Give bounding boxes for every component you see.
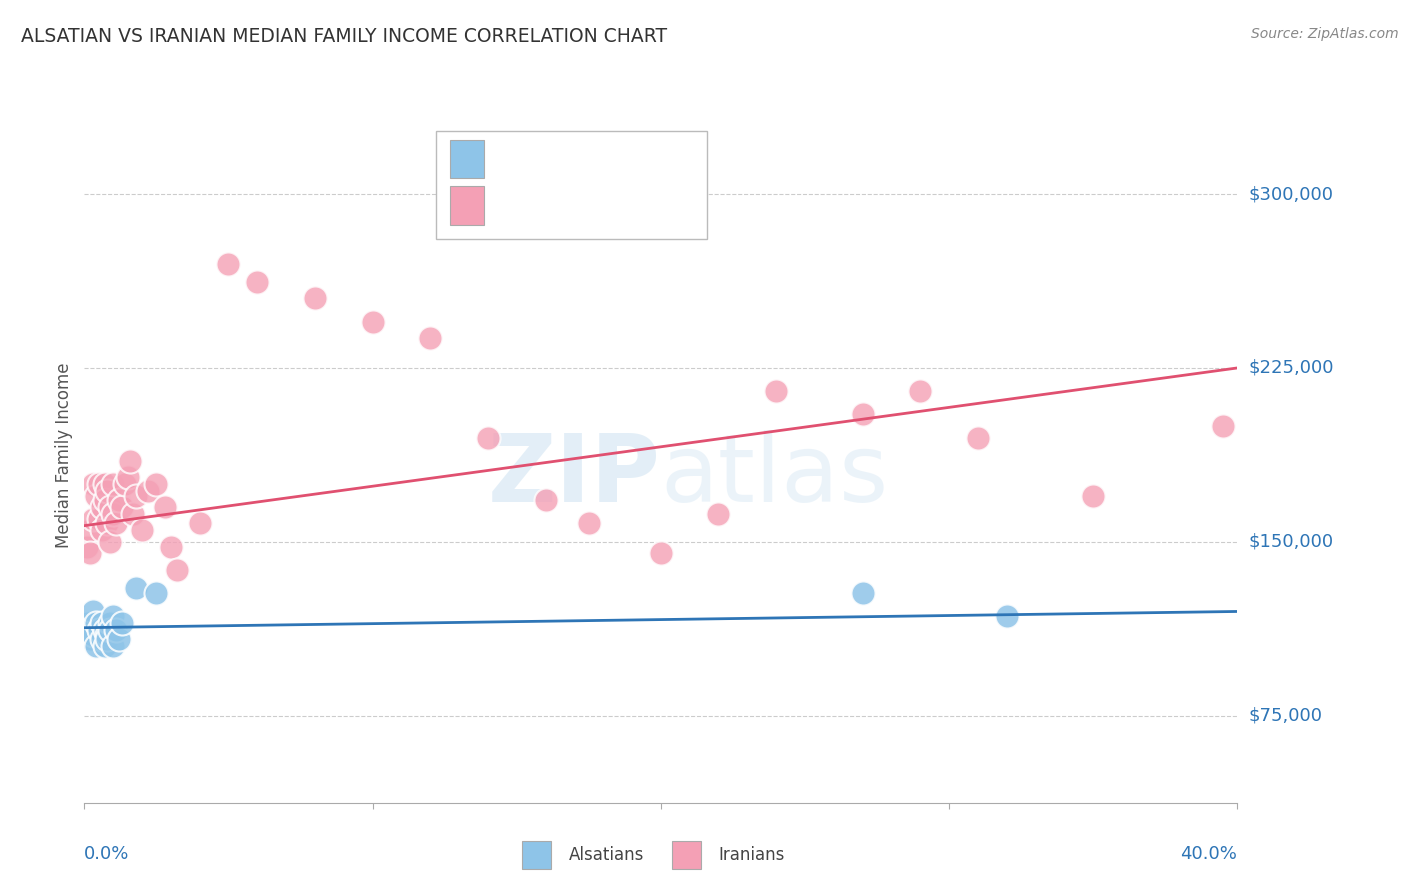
Point [111,615,134,630]
Point [650,546,672,561]
Point [90,615,112,630]
Point [98,623,121,637]
Point [120,453,142,467]
Point [84,615,107,630]
Text: R = 0.286   N = 49: R = 0.286 N = 49 [498,196,655,214]
Point [995,609,1018,624]
Point [93,493,115,508]
FancyBboxPatch shape [450,186,485,225]
Point [90,500,112,514]
FancyBboxPatch shape [450,140,485,178]
Point [188,516,211,531]
Point [76,615,98,630]
Point [534,493,557,508]
Point [166,563,188,577]
Point [93,639,115,653]
Point [578,516,600,531]
Text: $225,000: $225,000 [1249,359,1334,377]
Text: $300,000: $300,000 [1249,185,1333,203]
Point [82,511,104,525]
Text: $150,000: $150,000 [1249,533,1333,551]
Point [852,407,875,422]
Text: Source: ZipAtlas.com: Source: ZipAtlas.com [1251,27,1399,41]
Point [111,500,134,514]
Point [105,516,128,531]
Point [87,511,110,525]
Point [852,586,875,600]
Point [84,489,107,503]
Text: atlas: atlas [661,430,889,522]
Point [1212,419,1234,434]
Text: 40.0%: 40.0% [1181,845,1237,863]
Text: Iranians: Iranians [718,846,785,864]
Point [304,291,326,305]
Point [96,628,118,642]
Point [98,500,121,514]
Text: ALSATIAN VS IRANIAN MEDIAN FAMILY INCOME CORRELATION CHART: ALSATIAN VS IRANIAN MEDIAN FAMILY INCOME… [21,27,668,45]
Text: R = 0.037   N = 24: R = 0.037 N = 24 [498,150,655,168]
Point [125,489,148,503]
Point [136,483,159,498]
Point [82,605,104,619]
Point [765,384,787,398]
Point [125,582,148,596]
Text: ZIP: ZIP [488,430,661,522]
Point [108,493,131,508]
Point [217,257,239,271]
Point [477,431,499,445]
Point [246,275,269,289]
Point [96,483,118,498]
Text: 0.0%: 0.0% [84,845,129,863]
Point [93,623,115,637]
Point [76,540,98,554]
Point [79,523,101,537]
Point [131,523,153,537]
Point [79,632,101,647]
FancyBboxPatch shape [523,841,551,869]
Point [93,476,115,491]
Point [98,615,121,630]
Point [103,476,124,491]
Point [79,546,101,561]
Point [145,476,167,491]
Point [96,632,118,647]
Point [122,507,145,521]
Point [103,639,124,653]
Point [105,623,128,637]
Point [103,609,124,624]
Point [908,384,931,398]
Point [707,507,730,521]
Point [967,431,990,445]
Point [153,500,176,514]
Text: Alsatians: Alsatians [568,846,644,864]
Y-axis label: Median Family Income: Median Family Income [55,362,73,548]
Point [87,476,110,491]
Point [361,315,384,329]
Point [117,470,139,484]
Point [96,516,118,531]
FancyBboxPatch shape [436,131,707,239]
FancyBboxPatch shape [672,841,702,869]
Text: $75,000: $75,000 [1249,706,1323,725]
Point [90,632,112,647]
Point [419,331,441,345]
Point [82,628,104,642]
Point [1081,489,1104,503]
Point [82,476,104,491]
Point [114,476,136,491]
Point [108,632,131,647]
Point [90,523,112,537]
Point [98,534,121,549]
Point [160,540,183,554]
Point [87,623,110,637]
Point [103,507,124,521]
Point [145,586,167,600]
Point [84,639,107,653]
